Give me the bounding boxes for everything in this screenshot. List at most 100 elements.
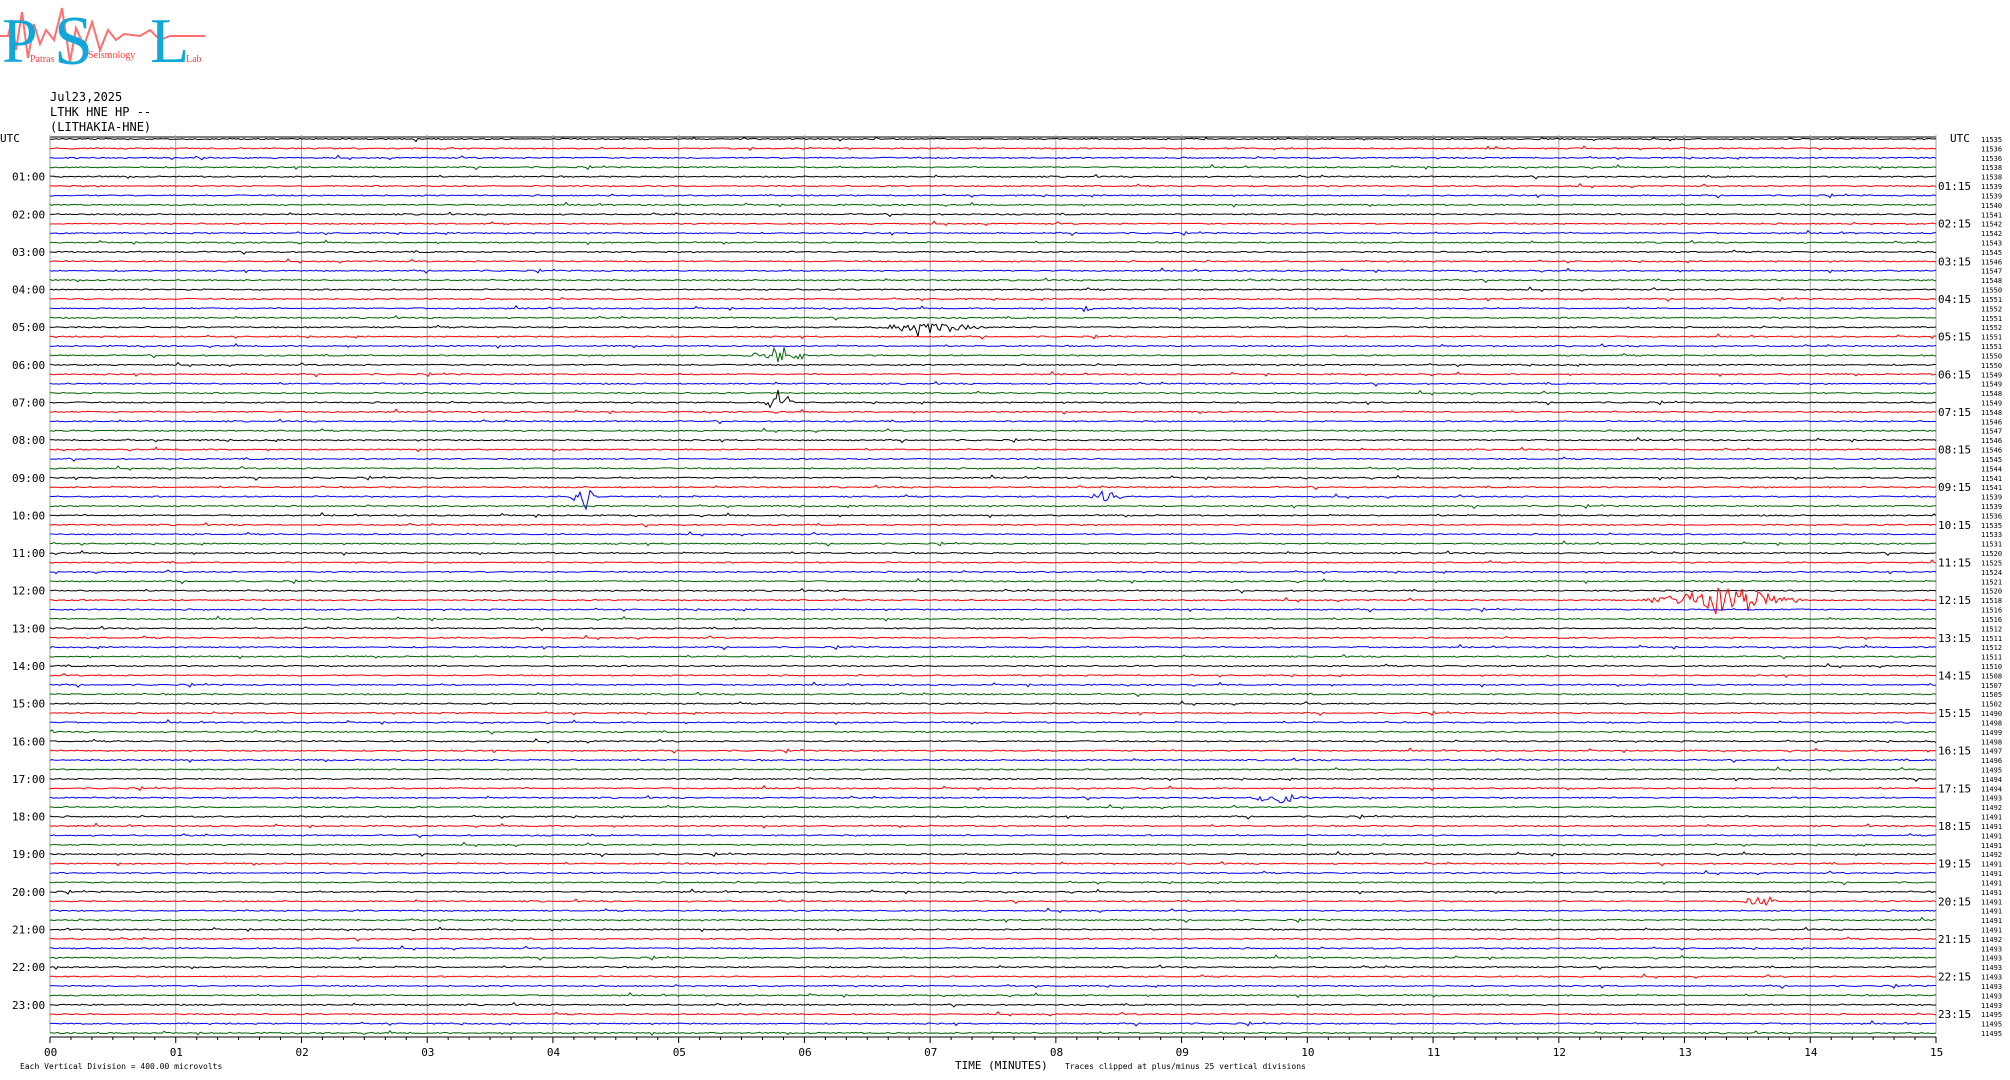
trace-offset-label: 11493 (1981, 1002, 2002, 1010)
x-tick-label: 07 (924, 1046, 937, 1059)
seismic-trace (49, 201, 1937, 208)
seismic-trace (49, 803, 1937, 810)
x-tick-label: 04 (547, 1046, 561, 1059)
seismic-trace (49, 267, 1937, 274)
hour-label-left: 06:00 (12, 359, 45, 372)
seismic-trace (49, 427, 1937, 434)
trace-offset-label: 11512 (1981, 625, 2002, 633)
x-tick-label: 15 (1930, 1046, 1943, 1059)
seismic-trace (49, 1029, 1937, 1036)
seismic-trace (49, 729, 1937, 735)
trace-offset-label: 11544 (1981, 465, 2002, 473)
trace-offset-label: 11541 (1981, 211, 2002, 219)
x-tick-label: 14 (1804, 1046, 1818, 1059)
trace-offset-label: 11505 (1981, 691, 2002, 699)
trace-offset-label: 11491 (1981, 861, 2002, 869)
logo-tagline-2: Seismology (88, 50, 135, 61)
seismic-trace (49, 738, 1937, 744)
trace-offset-label: 11491 (1981, 842, 2002, 850)
seismic-trace (49, 456, 1937, 462)
trace-offset-label: 11551 (1981, 334, 2002, 342)
trace-offset-label: 11495 (1981, 1030, 2002, 1038)
seismic-trace (49, 249, 1937, 255)
svg-text:S: S (54, 3, 93, 72)
trace-offset-label: 11540 (1981, 202, 2002, 210)
trace-offset-label: 11541 (1981, 475, 2002, 483)
seismic-trace (49, 888, 1937, 895)
seismic-trace (49, 229, 1937, 237)
trace-offset-label: 11507 (1981, 682, 2002, 690)
seismic-trace (49, 973, 1937, 979)
hour-label-left: 15:00 (12, 698, 45, 711)
trace-offset-label: 11512 (1981, 644, 2002, 652)
x-axis-label: TIME (MINUTES) (955, 1059, 1048, 1072)
trace-offset-label: 11491 (1981, 814, 2002, 822)
seismic-trace (49, 277, 1937, 284)
seismic-trace (49, 916, 1937, 924)
seismic-trace (49, 860, 1937, 867)
trace-offset-label: 11511 (1981, 635, 2002, 643)
trace-offset-label: 11491 (1981, 889, 2002, 897)
seismic-trace (49, 173, 1937, 180)
trace-offset-label: 11491 (1981, 908, 2002, 916)
hour-label-right: 22:15 (1938, 971, 1971, 984)
seismic-trace (49, 643, 1937, 651)
seismic-trace (49, 681, 1937, 688)
seismic-trace (49, 333, 1937, 340)
x-tick-label: 12 (1553, 1046, 1566, 1059)
hour-label-left: 09:00 (12, 472, 45, 485)
seismic-trace (49, 389, 1937, 409)
hour-label-right: 04:15 (1938, 293, 1971, 306)
station-channel: LTHK HNE HP -- (50, 105, 152, 119)
trace-offset-label: 11491 (1981, 823, 2002, 831)
seismic-trace (49, 841, 1937, 848)
hour-label-right: 08:15 (1938, 444, 1971, 457)
seismic-trace (49, 691, 1937, 698)
hour-label-left: 10:00 (12, 509, 45, 522)
x-tick-label: 01 (170, 1046, 183, 1059)
seismic-trace (49, 503, 1937, 510)
seismic-trace (49, 182, 1937, 189)
trace-offset-label: 11499 (1981, 729, 2002, 737)
seismic-trace (49, 569, 1937, 575)
seismic-trace (49, 1011, 1937, 1017)
seismic-trace (49, 880, 1937, 886)
trace-offset-label: 11493 (1981, 955, 2002, 963)
trace-offset-label: 11491 (1981, 898, 2002, 906)
trace-offset-label: 11498 (1981, 738, 2002, 746)
hour-label-right: 13:15 (1938, 632, 1971, 645)
hour-label-left: 21:00 (12, 924, 45, 937)
trace-offset-label: 11521 (1981, 578, 2002, 586)
seismic-trace (49, 936, 1937, 942)
trace-offset-label: 11541 (1981, 484, 2002, 492)
seismic-trace (49, 784, 1937, 792)
svg-text:L: L (150, 5, 189, 72)
seismic-trace (49, 991, 1937, 999)
x-tick-label: 09 (1176, 1046, 1189, 1059)
seismic-trace (49, 945, 1937, 951)
seismic-trace (49, 193, 1937, 199)
trace-offset-label: 11535 (1981, 136, 2002, 144)
seismic-trace (49, 822, 1937, 829)
seismic-trace (49, 814, 1937, 820)
trace-offset-label: 11546 (1981, 437, 2002, 445)
seismic-trace (49, 154, 1937, 161)
hour-label-right: 05:15 (1938, 331, 1971, 344)
trace-offset-label: 11536 (1981, 512, 2002, 520)
seismic-trace (49, 700, 1937, 707)
x-tick-label: 00 (44, 1046, 57, 1059)
seismic-trace (49, 766, 1937, 772)
trace-offset-label: 11533 (1981, 531, 2002, 539)
trace-offset-label: 11545 (1981, 249, 2002, 257)
seismic-trace (49, 522, 1937, 528)
hour-label-left: 16:00 (12, 735, 45, 748)
seismic-trace (49, 926, 1937, 933)
hour-label-left: 12:00 (12, 585, 45, 598)
trace-offset-label: 11535 (1981, 522, 2002, 530)
hour-label-left: 22:00 (12, 961, 45, 974)
seismic-trace (49, 719, 1937, 726)
hour-label-left: 02:00 (12, 208, 45, 221)
trace-offset-label: 11491 (1981, 927, 2002, 935)
hour-label-right: 10:15 (1938, 519, 1971, 532)
x-tick-label: 13 (1679, 1046, 1692, 1059)
